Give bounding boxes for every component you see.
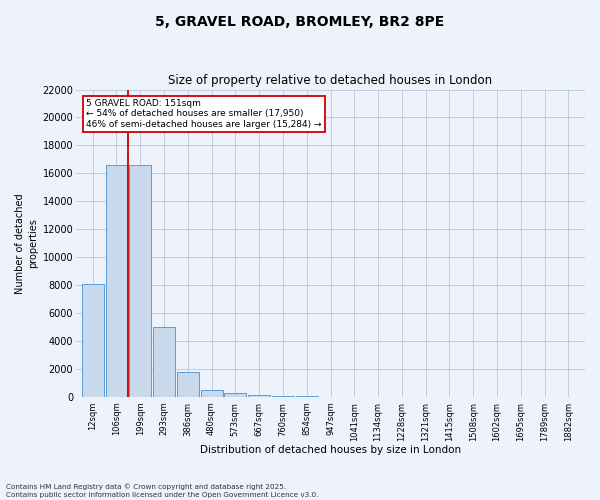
X-axis label: Distribution of detached houses by size in London: Distribution of detached houses by size … [200, 445, 461, 455]
Bar [129, 165, 151, 397]
Title: Size of property relative to detached houses in London: Size of property relative to detached ho… [169, 74, 493, 87]
Bar [200, 390, 223, 397]
Bar [153, 327, 175, 397]
Bar [82, 284, 104, 397]
Bar [177, 372, 199, 397]
Bar [224, 393, 247, 397]
Bar [272, 396, 294, 397]
Bar [106, 165, 127, 397]
Text: 5 GRAVEL ROAD: 151sqm
← 54% of detached houses are smaller (17,950)
46% of semi-: 5 GRAVEL ROAD: 151sqm ← 54% of detached … [86, 99, 322, 128]
Y-axis label: Number of detached
properties: Number of detached properties [15, 193, 38, 294]
Text: 5, GRAVEL ROAD, BROMLEY, BR2 8PE: 5, GRAVEL ROAD, BROMLEY, BR2 8PE [155, 15, 445, 29]
Text: Contains HM Land Registry data © Crown copyright and database right 2025.
Contai: Contains HM Land Registry data © Crown c… [6, 484, 319, 498]
Bar [248, 395, 270, 397]
